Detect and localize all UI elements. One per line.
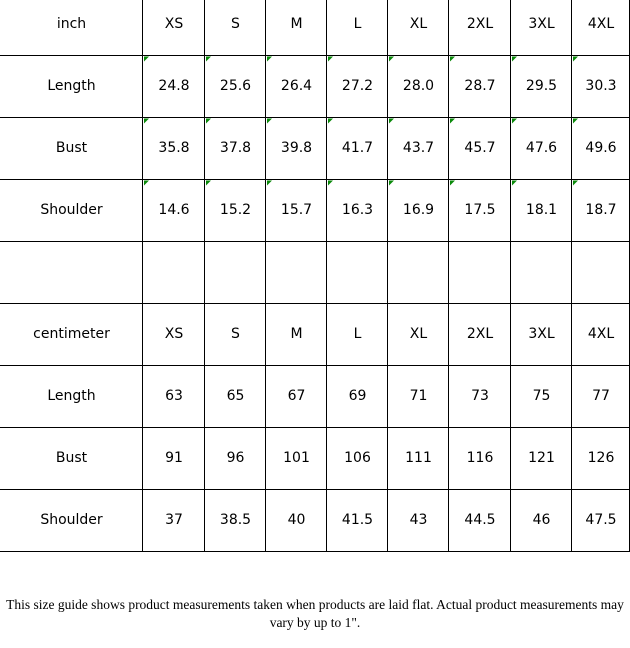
cell: 44.5 [464, 512, 495, 528]
cell-marker [573, 180, 578, 186]
cell: 30.3 [585, 78, 616, 94]
row-header: Shoulder [40, 512, 103, 528]
cell-marker [144, 56, 149, 62]
cell: 37.8 [220, 140, 251, 156]
cell: 69 [349, 388, 367, 404]
cell: 16.3 [342, 202, 373, 218]
cell: 75 [533, 388, 551, 404]
cell: 24.8 [158, 78, 189, 94]
cell-marker [206, 56, 211, 62]
column-header: 2XL [467, 326, 493, 342]
cell: 73 [471, 388, 489, 404]
cell: 25.6 [220, 78, 251, 94]
row-header: centimeter [33, 326, 110, 342]
cell-marker [328, 56, 333, 62]
cell: 15.2 [220, 202, 251, 218]
column-header: 3XL [528, 16, 554, 32]
cell: 47.6 [526, 140, 557, 156]
cell: 71 [410, 388, 428, 404]
cell: 67 [288, 388, 306, 404]
cell: 63 [165, 388, 183, 404]
cell: 91 [165, 450, 183, 466]
cell: 16.9 [403, 202, 434, 218]
cell: 15.7 [281, 202, 312, 218]
column-header: L [354, 16, 362, 32]
column-header: XL [410, 16, 428, 32]
cell: 46 [533, 512, 551, 528]
cell: 37 [165, 512, 183, 528]
cell: 18.1 [526, 202, 557, 218]
cell: 116 [467, 450, 494, 466]
column-header: 2XL [467, 16, 493, 32]
column-header: XS [165, 326, 184, 342]
cell: 65 [227, 388, 245, 404]
cell: 41.5 [342, 512, 373, 528]
cell: 43 [410, 512, 428, 528]
cell: 41.7 [342, 140, 373, 156]
cell-marker [144, 118, 149, 124]
cell-marker [512, 118, 517, 124]
cell: 26.4 [281, 78, 312, 94]
cell: 28.0 [403, 78, 434, 94]
cell: 40 [288, 512, 306, 528]
cell-marker [573, 56, 578, 62]
cell: 96 [227, 450, 245, 466]
cell: 27.2 [342, 78, 373, 94]
column-header: XL [410, 326, 428, 342]
cell-marker [267, 56, 272, 62]
column-header: XS [165, 16, 184, 32]
cell: 14.6 [158, 202, 189, 218]
cell-marker [206, 118, 211, 124]
cell: 43.7 [403, 140, 434, 156]
column-header: S [231, 326, 240, 342]
cell: 49.6 [585, 140, 616, 156]
cell: 126 [588, 450, 615, 466]
cell: 35.8 [158, 140, 189, 156]
column-header: M [290, 16, 302, 32]
row-header: Length [47, 388, 95, 404]
cell: 106 [344, 450, 371, 466]
cell-marker [144, 180, 149, 186]
cell-marker [450, 56, 455, 62]
cell: 29.5 [526, 78, 557, 94]
cell-marker [389, 56, 394, 62]
cell-marker [328, 118, 333, 124]
column-header: 4XL [588, 326, 614, 342]
cell-marker [450, 118, 455, 124]
row-header: Bust [56, 140, 88, 156]
cell-marker [267, 118, 272, 124]
row-header: inch [57, 16, 86, 32]
cell: 121 [528, 450, 555, 466]
row-header: Bust [56, 450, 88, 466]
column-header: 4XL [588, 16, 614, 32]
cell: 101 [283, 450, 310, 466]
cell-marker [267, 180, 272, 186]
cell: 28.7 [464, 78, 495, 94]
cell-marker [512, 56, 517, 62]
cell-marker [206, 180, 211, 186]
cell: 77 [592, 388, 610, 404]
cell: 17.5 [464, 202, 495, 218]
cell: 39.8 [281, 140, 312, 156]
size-table: inch XS S M L XL 2XL 3XL 4XL Length 24.8 25.6 26.4 27… [0, 0, 630, 552]
cell-marker [389, 118, 394, 124]
row-header: Shoulder [40, 202, 103, 218]
cell: 111 [405, 450, 432, 466]
column-header: M [290, 326, 302, 342]
cell: 45.7 [464, 140, 495, 156]
cell-marker [328, 180, 333, 186]
row-header: Length [47, 78, 95, 94]
cell: 47.5 [585, 512, 616, 528]
cell: 38.5 [220, 512, 251, 528]
cell-marker [573, 118, 578, 124]
column-header: S [231, 16, 240, 32]
cell: 18.7 [585, 202, 616, 218]
cell-marker [450, 180, 455, 186]
column-header: L [354, 326, 362, 342]
footer-note: This size guide shows product measuremen… [6, 597, 624, 630]
cell-marker [512, 180, 517, 186]
column-header: 3XL [528, 326, 554, 342]
cell-marker [389, 180, 394, 186]
